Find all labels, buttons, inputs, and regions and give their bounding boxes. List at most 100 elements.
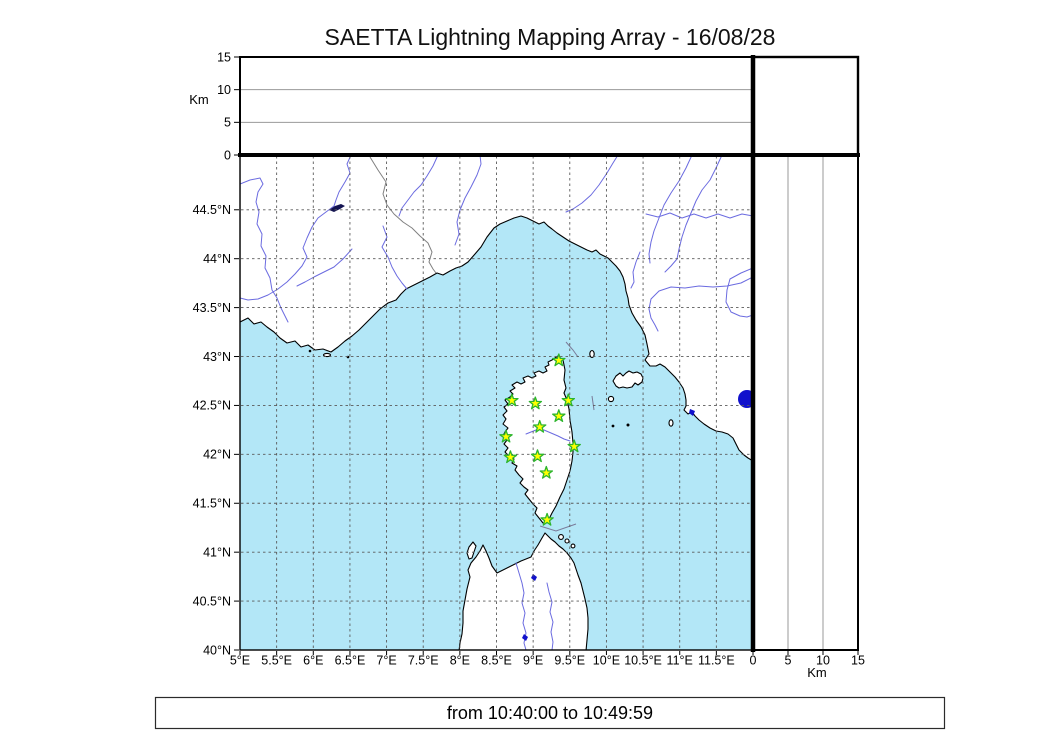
latitude-tick-label: 42.5°N [193,399,231,413]
latitude-tick-label: 44.5°N [193,203,231,217]
altitude-tick-label: 10 [816,654,830,668]
latitude-tick-label: 40°N [203,643,231,657]
longitude-tick-label: 10°E [593,654,620,668]
maddalena-islet [564,538,570,544]
top-km-axis-label: Km [189,92,209,107]
river [454,155,482,246]
longitude-tick-label: 7°E [376,654,396,668]
altitude-longitude-panel-frame [239,56,754,156]
river [333,155,352,207]
lakes [329,204,753,641]
longitude-tick-label: 11°E [667,654,693,668]
latitude-tick-label: 44°N [203,252,231,266]
france-italy-mainland [240,155,753,462]
pianosa-island [607,395,615,403]
altitude-tick-label: 15 [851,654,865,668]
capraia-island [589,349,595,359]
altitude-tick-label: 0 [750,654,757,668]
altitude-latitude-panel [752,154,859,651]
bonifacio-strait-segment [539,523,577,532]
lma-station-star [533,419,547,433]
lma-station-star [552,409,566,423]
lma-station-star [503,450,518,464]
lma-station-star [505,393,519,407]
sardinian-lake [522,634,528,641]
map-panel [240,155,753,650]
river [240,177,289,323]
figure-title: SAETTA Lightning Mapping Array - 16/08/2… [325,24,776,50]
orbetello-lagoon [689,409,695,416]
lma-station-star [530,449,545,463]
longitude-tick-label: 10.5°E [624,654,662,668]
latitude-tick-label: 42°N [203,448,231,462]
corner-box [751,55,860,157]
lake-bolsena [738,390,753,408]
longitude-tick-label: 9°E [523,654,543,668]
time-range-box: from 10:40:00 to 10:49:59 [154,696,946,730]
lma-station-star [552,353,566,367]
giglio-island [668,419,674,427]
longitude-tick-label: 8.5°E [481,654,512,668]
altitude-panel-gridlines [241,89,752,123]
altitude-latitude-panel-frame [752,154,859,651]
river [664,155,723,273]
river [565,155,619,213]
river [725,267,753,318]
time-range-frame [154,696,946,730]
latitude-tick-label: 40.5°N [193,594,231,608]
altitude-panel-gridlines [787,156,824,649]
longitude-tick-label: 6°E [303,654,323,668]
lma-station-star [540,512,554,526]
river [398,155,439,217]
altitude-tick-label: 5 [224,116,231,130]
longitude-tick-label: 7.5°E [408,654,439,668]
latitude-tick-label: 43.5°N [193,301,231,315]
porquerolles-island [322,352,332,358]
lma-station-star [499,429,513,443]
longitude-tick-label: 9.5°E [554,654,585,668]
altitude-longitude-panel [239,56,754,156]
station-markers [499,353,581,526]
chart-line-segments [539,341,595,532]
map-graticule [241,156,752,649]
lma-station-star [567,439,581,453]
time-range-text: from 10:40:00 to 10:49:59 [447,703,653,723]
longitude-tick-label: 11.5°E [698,654,735,668]
altitude-tick-label: 15 [217,50,231,64]
lma-station-star [539,465,554,479]
longitude-tick-label: 8°E [450,654,470,668]
lma-station-star [561,393,576,407]
lma-station-star [528,396,543,410]
sardinian-lake [531,574,537,581]
longitude-tick-label: 5°E [230,654,250,668]
axis-tick-labels: 0 0 5 5 10 10 15 15 44.5°N 44°N 43.5°N 43°N 42.5°N 42… [193,50,865,667]
river [648,276,753,332]
river [546,582,554,650]
river [645,212,753,219]
maddalena-islet [570,543,576,549]
latitude-tick-label: 41.5°N [193,497,231,511]
small-islet [611,424,615,428]
altitude-tick-label: 10 [217,83,231,97]
altitude-tick-label: 5 [785,654,792,668]
right-km-axis-label: Km [807,665,827,680]
river [240,205,335,301]
longitude-tick-label: 6.5°E [335,654,366,668]
river [296,248,353,287]
river [648,155,693,264]
maddalena-islet [558,534,564,540]
longitude-tick-label: 5.5°E [261,654,292,668]
altitude-tick-label: 0 [224,148,231,162]
line-segment [565,341,579,358]
latitude-tick-label: 43°N [203,350,231,364]
france-italy-border [369,156,437,274]
axis-tick-marks [234,56,859,655]
montecristo-island [626,423,630,427]
line-segment [591,395,595,411]
corner-box-frame [751,55,860,157]
serre-poncon-lake [329,204,345,212]
latitude-tick-label: 41°N [203,545,231,559]
riou-islet [308,349,312,353]
